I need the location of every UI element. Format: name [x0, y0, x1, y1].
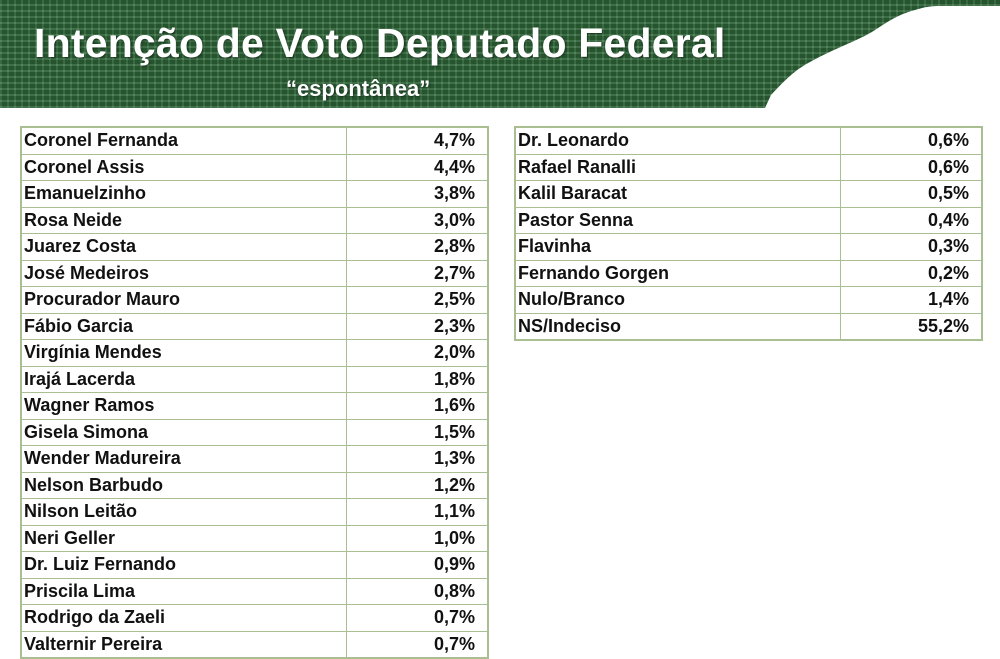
table-row: Pastor Senna 0,4% — [514, 206, 983, 234]
vote-percentage: 0,9% — [346, 551, 489, 579]
table-row: Fernando Gorgen 0,2% — [514, 259, 983, 287]
candidate-name: Kalil Baracat — [514, 180, 841, 208]
vote-percentage: 0,2% — [840, 259, 983, 287]
table-row: Neri Geller 1,0% — [20, 524, 489, 552]
table-row: Irajá Lacerda 1,8% — [20, 365, 489, 393]
vote-percentage: 1,4% — [840, 286, 983, 314]
table-row: Nulo/Branco 1,4% — [514, 286, 983, 314]
vote-percentage: 1,0% — [346, 524, 489, 552]
candidate-name: Flavinha — [514, 233, 841, 261]
candidate-name: Nulo/Branco — [514, 286, 841, 314]
vote-percentage: 0,6% — [840, 126, 983, 155]
vote-percentage: 1,3% — [346, 445, 489, 473]
vote-percentage: 3,8% — [346, 180, 489, 208]
candidate-name: Nilson Leitão — [20, 498, 347, 526]
candidate-name: Virgínia Mendes — [20, 339, 347, 367]
candidate-name: Juarez Costa — [20, 233, 347, 261]
candidate-name: Nelson Barbudo — [20, 471, 347, 499]
candidate-name: Gisela Simona — [20, 418, 347, 446]
table-row: Rafael Ranalli 0,6% — [514, 153, 983, 181]
table-row: José Medeiros 2,7% — [20, 259, 489, 287]
vote-percentage: 2,7% — [346, 259, 489, 287]
candidate-name: Emanuelzinho — [20, 180, 347, 208]
vote-percentage: 0,8% — [346, 577, 489, 605]
table-row: Virgínia Mendes 2,0% — [20, 339, 489, 367]
candidate-name: Coronel Fernanda — [20, 126, 347, 155]
table-row: Dr. Luiz Fernando 0,9% — [20, 551, 489, 579]
vote-percentage: 3,0% — [346, 206, 489, 234]
candidate-name: Fábio Garcia — [20, 312, 347, 340]
candidate-name: Dr. Leonardo — [514, 126, 841, 155]
vote-percentage: 0,4% — [840, 206, 983, 234]
vote-percentage: 0,6% — [840, 153, 983, 181]
table-row: Coronel Fernanda 4,7% — [20, 126, 489, 155]
table-row: Priscila Lima 0,8% — [20, 577, 489, 605]
table-row: Rosa Neide 3,0% — [20, 206, 489, 234]
table-row: Kalil Baracat 0,5% — [514, 180, 983, 208]
vote-percentage: 2,0% — [346, 339, 489, 367]
vote-percentage: 1,1% — [346, 498, 489, 526]
page-subtitle: “espontânea” — [286, 76, 431, 101]
candidates-table-right: Dr. Leonardo 0,6% Rafael Ranalli 0,6% Kalil … — [514, 126, 983, 341]
vote-percentage: 1,2% — [346, 471, 489, 499]
candidate-name: Priscila Lima — [20, 577, 347, 605]
header-banner: Intenção de Voto Deputado Federal “espon… — [0, 0, 1000, 108]
table-row: Valternir Pereira 0,7% — [20, 630, 489, 659]
table-row: Flavinha 0,3% — [514, 233, 983, 261]
vote-percentage: 0,7% — [346, 604, 489, 632]
candidate-name: Valternir Pereira — [20, 630, 347, 659]
table-row: NS/Indeciso 55,2% — [514, 312, 983, 341]
table-row: Juarez Costa 2,8% — [20, 233, 489, 261]
vote-percentage: 2,8% — [346, 233, 489, 261]
table-row: Wender Madureira 1,3% — [20, 445, 489, 473]
candidate-name: Rodrigo da Zaeli — [20, 604, 347, 632]
candidate-name: Wender Madureira — [20, 445, 347, 473]
table-row: Procurador Mauro 2,5% — [20, 286, 489, 314]
candidate-name: José Medeiros — [20, 259, 347, 287]
vote-percentage: 0,3% — [840, 233, 983, 261]
candidate-name: Dr. Luiz Fernando — [20, 551, 347, 579]
table-row: Fábio Garcia 2,3% — [20, 312, 489, 340]
table-row: Rodrigo da Zaeli 0,7% — [20, 604, 489, 632]
table-row: Dr. Leonardo 0,6% — [514, 126, 983, 155]
candidate-name: Pastor Senna — [514, 206, 841, 234]
candidate-name: NS/Indeciso — [514, 312, 841, 341]
vote-percentage: 55,2% — [840, 312, 983, 341]
vote-percentage: 1,5% — [346, 418, 489, 446]
table-row: Wagner Ramos 1,6% — [20, 392, 489, 420]
candidate-name: Fernando Gorgen — [514, 259, 841, 287]
vote-percentage: 0,7% — [346, 630, 489, 659]
vote-percentage: 2,5% — [346, 286, 489, 314]
candidate-name: Rafael Ranalli — [514, 153, 841, 181]
vote-percentage: 4,7% — [346, 126, 489, 155]
table-row: Gisela Simona 1,5% — [20, 418, 489, 446]
table-row: Nelson Barbudo 1,2% — [20, 471, 489, 499]
vote-percentage: 1,6% — [346, 392, 489, 420]
banner-decorative-edge — [765, 6, 1000, 108]
candidate-name: Procurador Mauro — [20, 286, 347, 314]
table-row: Coronel Assis 4,4% — [20, 153, 489, 181]
vote-percentage: 4,4% — [346, 153, 489, 181]
table-row: Nilson Leitão 1,1% — [20, 498, 489, 526]
candidate-name: Rosa Neide — [20, 206, 347, 234]
candidate-name: Neri Geller — [20, 524, 347, 552]
candidate-name: Irajá Lacerda — [20, 365, 347, 393]
candidate-name: Coronel Assis — [20, 153, 347, 181]
vote-percentage: 0,5% — [840, 180, 983, 208]
page-title: Intenção de Voto Deputado Federal — [34, 20, 726, 66]
table-row: Emanuelzinho 3,8% — [20, 180, 489, 208]
candidate-name: Wagner Ramos — [20, 392, 347, 420]
vote-percentage: 2,3% — [346, 312, 489, 340]
vote-percentage: 1,8% — [346, 365, 489, 393]
candidates-table-left: Coronel Fernanda 4,7% Coronel Assis 4,4% Ema… — [20, 126, 489, 659]
